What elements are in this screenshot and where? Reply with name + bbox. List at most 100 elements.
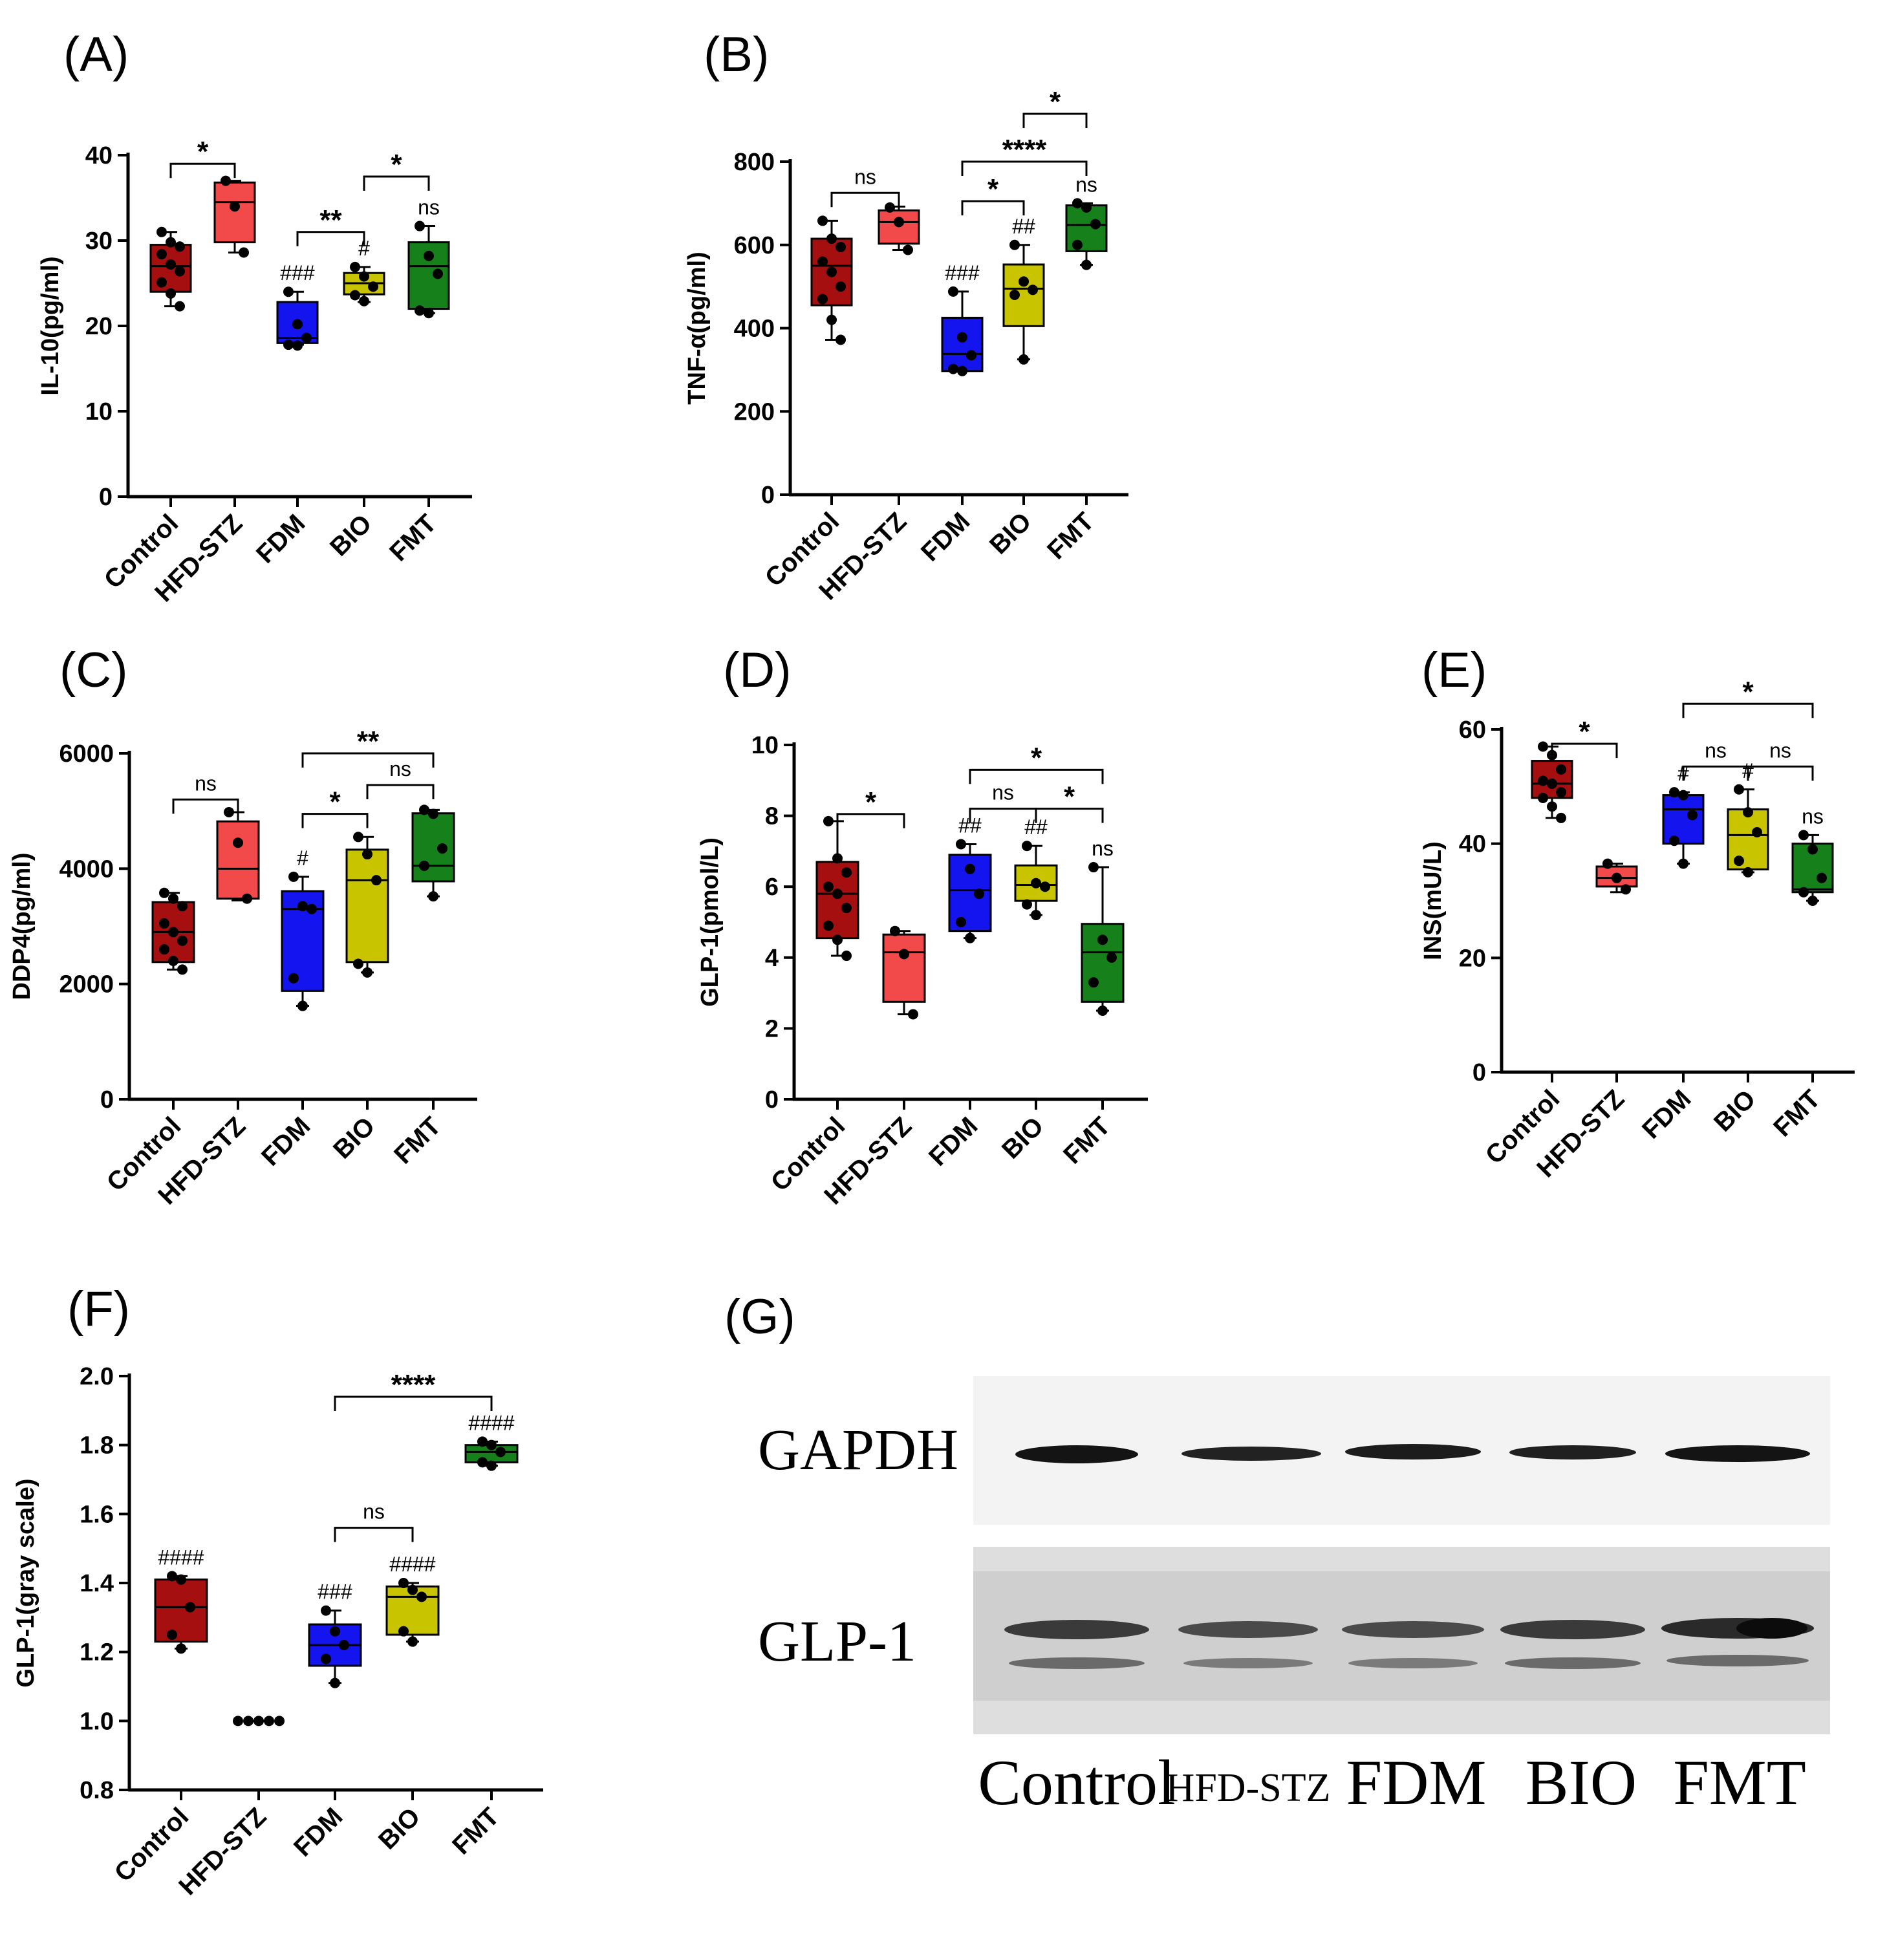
x-tick-label: BIO [984, 507, 1037, 559]
panel-f-chart: (F) 0.8 1.0 1.2 1.4 1.6 1.8 2.0 GLP-1(gray scale… [12, 1282, 543, 1901]
data-point [1088, 977, 1099, 988]
data-point [1009, 239, 1020, 250]
data-point [168, 956, 178, 966]
comparison-bracket: ns [1682, 738, 1749, 781]
data-point [1097, 1006, 1108, 1016]
comparison-bracket: ns [830, 165, 900, 208]
box-fmt [407, 225, 450, 314]
glp1-band [1004, 1620, 1149, 1639]
data-point [415, 221, 425, 232]
box-fdm [948, 843, 992, 940]
data-point [1081, 259, 1092, 270]
data-point [841, 951, 852, 962]
bracket-line [830, 191, 900, 208]
box-body [345, 848, 389, 964]
data-point [1031, 878, 1041, 888]
box-hfd-stz [882, 930, 926, 1015]
bracket-label: * [197, 136, 209, 167]
x-tick-label: FMT [384, 509, 442, 566]
data-point [486, 1439, 497, 1450]
data-point [264, 1716, 274, 1727]
y-tick-label: 20 [1459, 945, 1486, 972]
data-point [956, 839, 966, 850]
data-point [823, 920, 834, 931]
significance-mark: #### [158, 1545, 204, 1569]
box-bio [345, 835, 389, 974]
data-point [1538, 775, 1548, 786]
bracket-label: ns [1769, 738, 1791, 762]
x-tick-label: BIO [1709, 1084, 1761, 1137]
bracket-label: ns [992, 781, 1014, 804]
data-point [321, 1605, 331, 1616]
bracket-label: ns [195, 771, 217, 795]
y-axis-label: IL-10(pg/ml) [37, 256, 64, 395]
data-point [176, 1643, 186, 1654]
y-tick-label: 0 [765, 1086, 779, 1114]
data-point [167, 1571, 177, 1582]
bracket-line [366, 784, 435, 800]
data-point [297, 1000, 308, 1011]
data-point [890, 925, 900, 936]
data-point [832, 888, 843, 899]
data-point [836, 241, 846, 252]
data-point [477, 1457, 488, 1468]
box-hfd-stz [216, 811, 260, 901]
y-tick-label: 6 [765, 874, 779, 901]
bracket-label: **** [391, 1369, 436, 1401]
data-point [1621, 884, 1631, 895]
data-point [965, 932, 975, 943]
data-point [168, 893, 178, 904]
y-axis-label: GLP-1(pmol/L) [696, 837, 724, 1007]
data-point [1678, 858, 1688, 869]
y-axis-label: INS(mU/L) [1419, 841, 1447, 960]
lane-label-bio: BIO [1526, 1747, 1637, 1818]
lane-label-fmt: FMT [1673, 1747, 1806, 1818]
comparison-bracket: * [301, 786, 369, 828]
data-point [908, 1009, 918, 1020]
box-bio [1002, 244, 1045, 361]
x-tick-label: BIO [373, 1802, 426, 1855]
bracket-label: * [1050, 86, 1061, 118]
gapdh-label: GAPDH [758, 1418, 958, 1482]
data-point [841, 867, 852, 878]
data-point [1081, 202, 1092, 213]
y-tick-label: 4000 [59, 856, 114, 883]
data-point [177, 935, 188, 946]
gapdh-band [1665, 1445, 1810, 1462]
x-tick-label: FDM [256, 1112, 316, 1171]
data-point [1022, 841, 1032, 852]
data-point [175, 241, 185, 252]
data-point [948, 363, 958, 374]
data-point [1088, 862, 1099, 873]
box-body [815, 861, 859, 940]
comparison-bracket: **** [334, 1369, 493, 1411]
box-body [154, 1578, 208, 1643]
data-point [899, 949, 909, 960]
box-body [1791, 843, 1834, 894]
bracket-label: ** [357, 726, 380, 757]
comparison-bracket: * [169, 136, 236, 178]
y-tick-label: 10 [751, 732, 779, 759]
significance-mark: ns [1802, 804, 1824, 828]
data-point [159, 887, 169, 898]
data-point [1028, 285, 1038, 296]
box-body [411, 812, 455, 883]
data-point [817, 256, 828, 267]
y-axis-label: TNF-α(pg/ml) [684, 252, 711, 405]
bracket-label: * [1742, 676, 1754, 707]
data-point [185, 1602, 195, 1613]
data-point [1687, 810, 1698, 821]
data-point [419, 804, 429, 815]
y-tick-label: 0 [99, 484, 113, 511]
significance-mark: ### [318, 1580, 352, 1604]
y-tick-label: 2000 [59, 971, 114, 998]
bracket-line [296, 231, 365, 246]
significance-mark: ns [1092, 837, 1114, 860]
data-point [301, 332, 312, 343]
significance-mark: #### [468, 1411, 514, 1434]
comparison-bracket: * [363, 149, 430, 191]
bracket-label: * [987, 173, 999, 205]
y-tick-label: 20 [85, 313, 113, 340]
y-tick-label: 800 [734, 149, 775, 176]
data-point [428, 891, 438, 902]
